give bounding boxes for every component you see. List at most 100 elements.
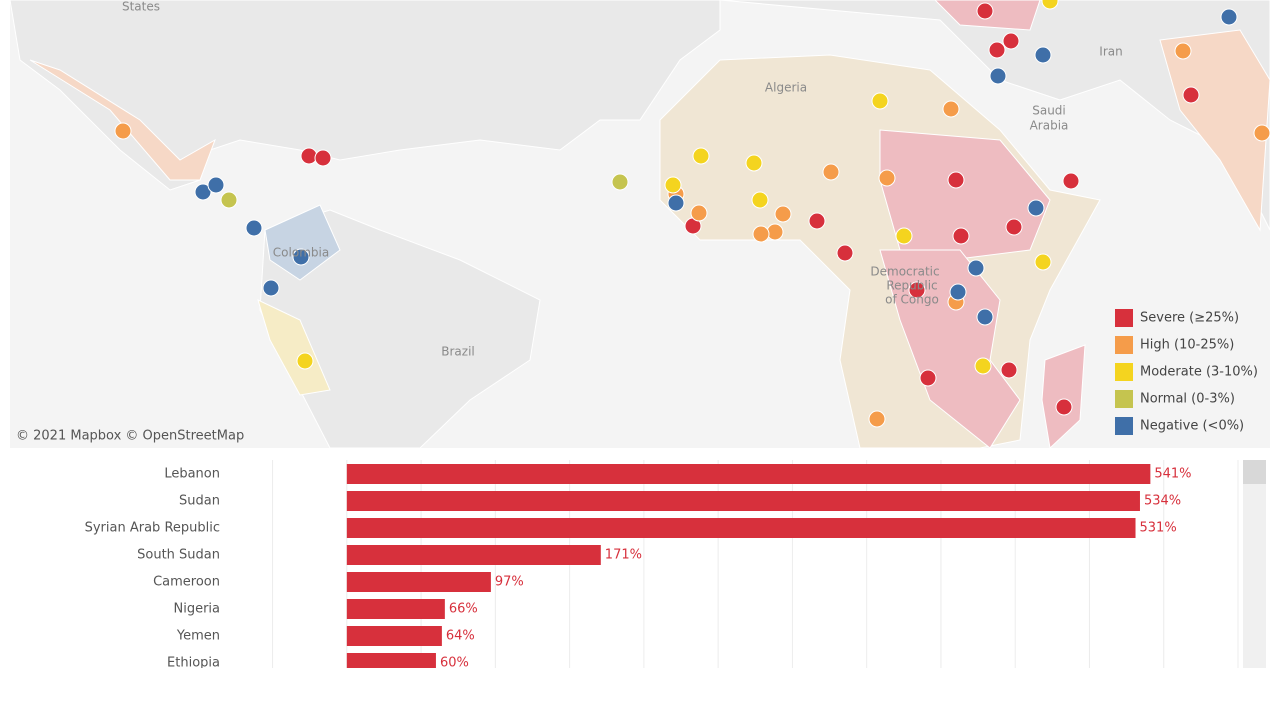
legend-swatch [1115, 417, 1133, 435]
attribution: © 2021 Mapbox © OpenStreetMap [16, 429, 244, 444]
map-marker [1174, 42, 1192, 60]
map-marker [976, 2, 994, 20]
value-label: 541% [1154, 467, 1191, 482]
map-marker [114, 122, 132, 140]
legend-swatch [1115, 309, 1133, 327]
map-marker [967, 259, 985, 277]
map-marker [194, 183, 212, 201]
land [9, 0, 721, 191]
map-marker [690, 204, 708, 222]
bar [346, 545, 601, 565]
map-marker [296, 352, 314, 370]
bar [346, 464, 1151, 484]
map-marker [1055, 398, 1073, 416]
map-marker [947, 171, 965, 189]
value-label: 97% [495, 575, 524, 590]
y-tick-label: Sudan [179, 494, 220, 509]
map-marker [1005, 218, 1023, 236]
map-marker [751, 191, 769, 209]
legend-label: Negative (<0%) [1140, 419, 1244, 434]
map-marker [919, 369, 937, 387]
map-marker [1220, 8, 1238, 26]
value-label: 66% [449, 602, 478, 617]
y-tick-label: Syrian Arab Republic [85, 521, 220, 536]
map-label: Colombia [273, 246, 329, 260]
map-marker [1002, 32, 1020, 50]
bar [346, 491, 1140, 511]
map-label: Republic [886, 279, 937, 293]
map-marker [988, 41, 1006, 59]
map-marker [1027, 199, 1045, 217]
legend-swatch [1115, 336, 1133, 354]
map-label: Brazil [441, 345, 475, 359]
map-marker [220, 191, 238, 209]
bar [346, 572, 491, 592]
value-label: 64% [446, 629, 475, 644]
map-label: Arabia [1030, 119, 1069, 133]
scrollbar[interactable] [1243, 460, 1266, 668]
land [1041, 344, 1086, 450]
bar [346, 518, 1136, 538]
map-marker [895, 227, 913, 245]
map-label: States [122, 0, 160, 14]
bar [346, 626, 442, 646]
legend-label: High (10-25%) [1140, 338, 1234, 353]
map-marker [664, 176, 682, 194]
map-markers [114, 0, 1271, 428]
map-marker [976, 308, 994, 326]
map-marker [1034, 46, 1052, 64]
y-tick-label: Yemen [176, 629, 220, 644]
map-marker [207, 176, 225, 194]
map-label: Saudi [1032, 104, 1066, 118]
bar-chart: Lebanon 541% Sudan 534% Syrian Arab Republic… [85, 460, 1239, 671]
map-marker [808, 212, 826, 230]
legend-swatch [1115, 390, 1133, 408]
map-label: Democratic [870, 265, 939, 279]
map-marker [822, 163, 840, 181]
map-marker [1182, 86, 1200, 104]
legend: Severe (≥25%) High (10-25%) Moderate (3-10… [1115, 309, 1258, 435]
map-marker [942, 100, 960, 118]
legend-label: Normal (0-3%) [1140, 392, 1235, 407]
map-marker [262, 279, 280, 297]
value-label: 60% [440, 656, 469, 671]
value-label: 171% [605, 548, 642, 563]
map-marker [952, 227, 970, 245]
map-marker [752, 225, 770, 243]
map-label: Algeria [765, 81, 807, 95]
map-marker [766, 223, 784, 241]
scrollbar-thumb[interactable] [1243, 460, 1266, 484]
map-marker [1034, 253, 1052, 271]
map-marker [836, 244, 854, 262]
y-tick-label: Cameroon [153, 575, 220, 590]
land [719, 0, 1271, 231]
map-marker [300, 147, 318, 165]
map-marker [774, 205, 792, 223]
map-marker [692, 147, 710, 165]
land [257, 299, 331, 396]
land [264, 204, 341, 281]
map-marker [292, 248, 310, 266]
bar [346, 599, 445, 619]
map-marker [974, 357, 992, 375]
map-marker [949, 283, 967, 301]
map-marker [1062, 172, 1080, 190]
map-label: Iran [1099, 45, 1122, 59]
legend-label: Moderate (3-10%) [1140, 365, 1258, 380]
map-marker [667, 194, 685, 212]
map-marker [868, 410, 886, 428]
map-marker [1253, 124, 1271, 142]
legend-swatch [1115, 363, 1133, 381]
value-label: 534% [1144, 494, 1181, 509]
y-tick-label: Lebanon [164, 467, 220, 482]
y-tick-label: South Sudan [137, 548, 220, 563]
map-marker [314, 149, 332, 167]
bar [346, 653, 436, 668]
map-marker [878, 169, 896, 187]
map-marker [871, 92, 889, 110]
map-marker [745, 154, 763, 172]
map-marker [1041, 0, 1059, 10]
